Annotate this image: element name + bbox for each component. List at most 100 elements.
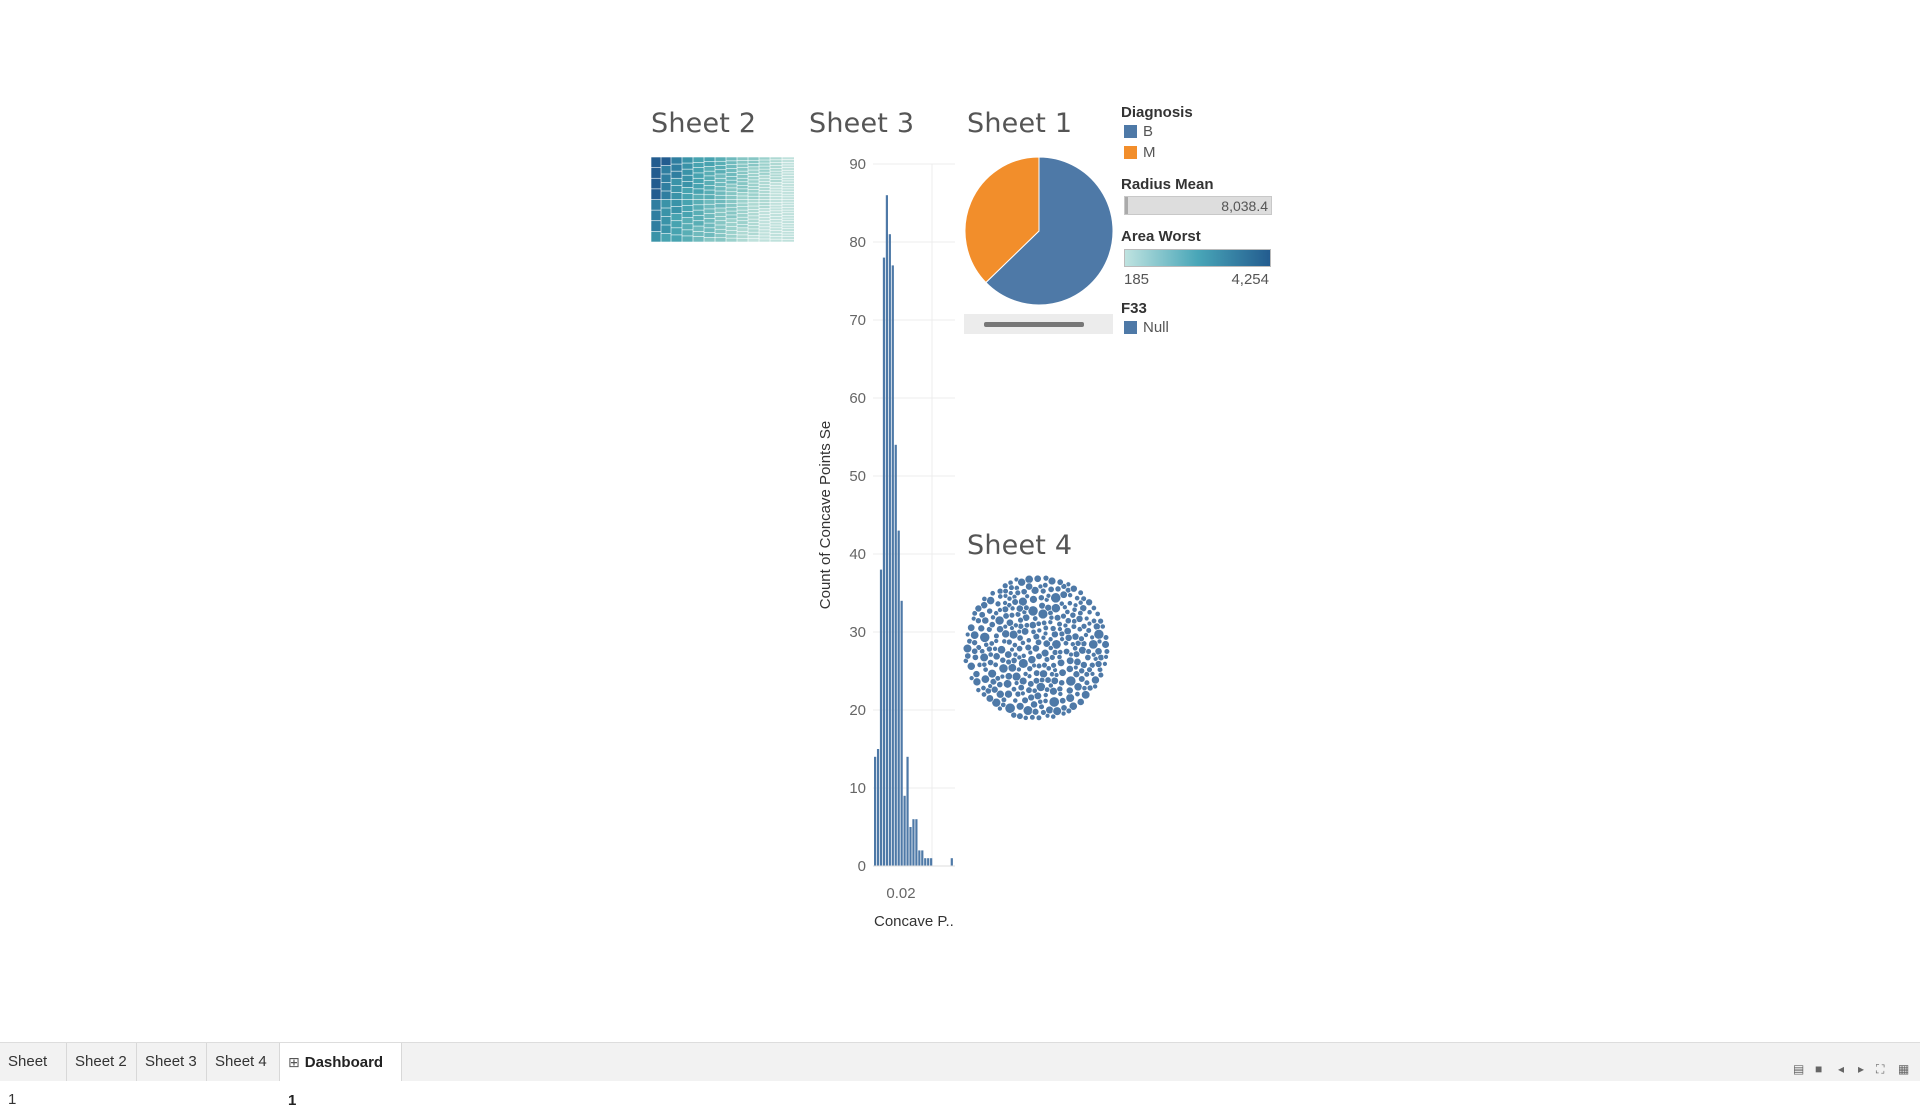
bubble[interactable] [997, 645, 1006, 655]
treemap-cell[interactable] [726, 226, 737, 231]
bubble[interactable] [1066, 600, 1073, 607]
treemap-cell[interactable] [748, 239, 759, 242]
treemap-cell[interactable] [726, 161, 737, 165]
bubble[interactable] [1012, 622, 1019, 629]
treemap-cell[interactable] [715, 191, 726, 195]
bubble[interactable] [1015, 702, 1025, 711]
bubble[interactable] [1093, 629, 1105, 640]
treemap-cell[interactable] [682, 181, 693, 188]
treemap-cell[interactable] [737, 178, 748, 182]
treemap-cell[interactable] [704, 180, 715, 186]
bubble[interactable] [1047, 636, 1054, 643]
treemap-cell[interactable] [782, 205, 794, 208]
bubble[interactable] [1039, 669, 1048, 679]
bubble[interactable] [1038, 676, 1046, 684]
bubble[interactable] [1083, 632, 1089, 638]
treemap-cell[interactable] [770, 157, 782, 160]
bubble[interactable] [1094, 660, 1103, 668]
treemap-cell[interactable] [759, 178, 770, 181]
bubble[interactable] [1048, 696, 1060, 708]
bubble[interactable] [1016, 712, 1024, 720]
bubble[interactable] [1090, 652, 1097, 658]
bubble[interactable] [1059, 590, 1068, 599]
bubble[interactable] [1009, 646, 1015, 653]
bubble[interactable] [988, 621, 996, 629]
treemap-cell[interactable] [759, 218, 770, 221]
treemap-cell[interactable] [661, 225, 671, 234]
treemap-cell[interactable] [748, 163, 759, 167]
treemap-cell[interactable] [715, 174, 726, 178]
treemap-cell[interactable] [651, 221, 661, 232]
bubble[interactable] [1020, 690, 1026, 697]
treemap-cell[interactable] [770, 188, 782, 191]
treemap-cell[interactable] [726, 203, 737, 207]
tab-sheet-2[interactable]: Sheet 2 [67, 1043, 137, 1081]
treemap-cell[interactable] [704, 223, 715, 228]
bubble[interactable] [1000, 701, 1007, 708]
treemap-cell[interactable] [770, 202, 782, 205]
bubble[interactable] [1042, 698, 1049, 704]
treemap-cell[interactable] [748, 222, 759, 226]
bubble[interactable] [1074, 639, 1082, 647]
bubble[interactable] [1099, 623, 1106, 630]
bubble[interactable] [1004, 689, 1013, 699]
treemap-cell[interactable] [737, 203, 748, 207]
treemap-cell[interactable] [704, 209, 715, 214]
previous-sheet-icon[interactable]: ◂ [1838, 1062, 1845, 1076]
treemap-cell[interactable] [770, 216, 782, 220]
bubble[interactable] [1057, 626, 1063, 632]
treemap-cell[interactable] [759, 236, 770, 239]
bubble[interactable] [998, 663, 1009, 674]
bubble[interactable] [1010, 711, 1018, 719]
bubble[interactable] [1065, 693, 1075, 703]
presentation-mode-icon[interactable]: ▦ [1898, 1062, 1910, 1076]
bubble[interactable] [1032, 615, 1039, 622]
bubble[interactable] [1070, 623, 1077, 630]
bubble[interactable] [1020, 640, 1026, 646]
treemap-cell[interactable] [737, 235, 748, 239]
treemap-cell[interactable] [682, 169, 693, 175]
treemap-cell[interactable] [782, 189, 794, 192]
treemap-cell[interactable] [715, 204, 726, 208]
bubble[interactable] [1002, 588, 1009, 595]
bubble[interactable] [985, 694, 994, 703]
bubble[interactable] [1065, 665, 1074, 673]
bubble[interactable] [1074, 595, 1081, 602]
bubble[interactable] [964, 631, 971, 638]
bubble[interactable] [980, 685, 987, 691]
treemap-cell[interactable] [671, 235, 682, 242]
bubble[interactable] [1085, 598, 1093, 607]
treemap-cell[interactable] [770, 233, 782, 237]
treemap-cell[interactable] [737, 228, 748, 232]
treemap-cell[interactable] [715, 216, 726, 221]
bubble[interactable] [994, 675, 1001, 682]
treemap-cell[interactable] [704, 157, 715, 162]
bubble[interactable] [1058, 600, 1065, 607]
histogram-bar[interactable] [897, 530, 900, 866]
bubble[interactable] [1010, 686, 1017, 693]
treemap-cell[interactable] [748, 193, 759, 196]
bubble[interactable] [968, 675, 975, 681]
treemap-cell[interactable] [770, 194, 782, 197]
bubble[interactable] [1021, 696, 1029, 704]
treemap-cell[interactable] [782, 207, 794, 210]
treemap-cell[interactable] [770, 239, 782, 242]
treemap-cell[interactable] [671, 206, 682, 214]
bubble[interactable] [1080, 595, 1087, 602]
treemap-cell[interactable] [782, 194, 794, 197]
bubble[interactable] [1003, 679, 1013, 689]
treemap-cell[interactable] [693, 189, 704, 194]
histogram-bar[interactable] [891, 265, 894, 866]
treemap-cell[interactable] [770, 205, 782, 208]
bubble[interactable] [999, 656, 1007, 664]
bubble[interactable] [1072, 645, 1079, 652]
histogram-bar[interactable] [903, 795, 906, 866]
treemap-cell[interactable] [682, 163, 693, 169]
treemap-cell[interactable] [671, 171, 682, 178]
histogram-bar[interactable] [874, 756, 877, 866]
bubble[interactable] [994, 600, 1002, 608]
treemap-cell[interactable] [726, 176, 737, 180]
treemap-cell[interactable] [737, 175, 748, 178]
bubble[interactable] [1045, 593, 1052, 599]
treemap-cell[interactable] [770, 208, 782, 211]
